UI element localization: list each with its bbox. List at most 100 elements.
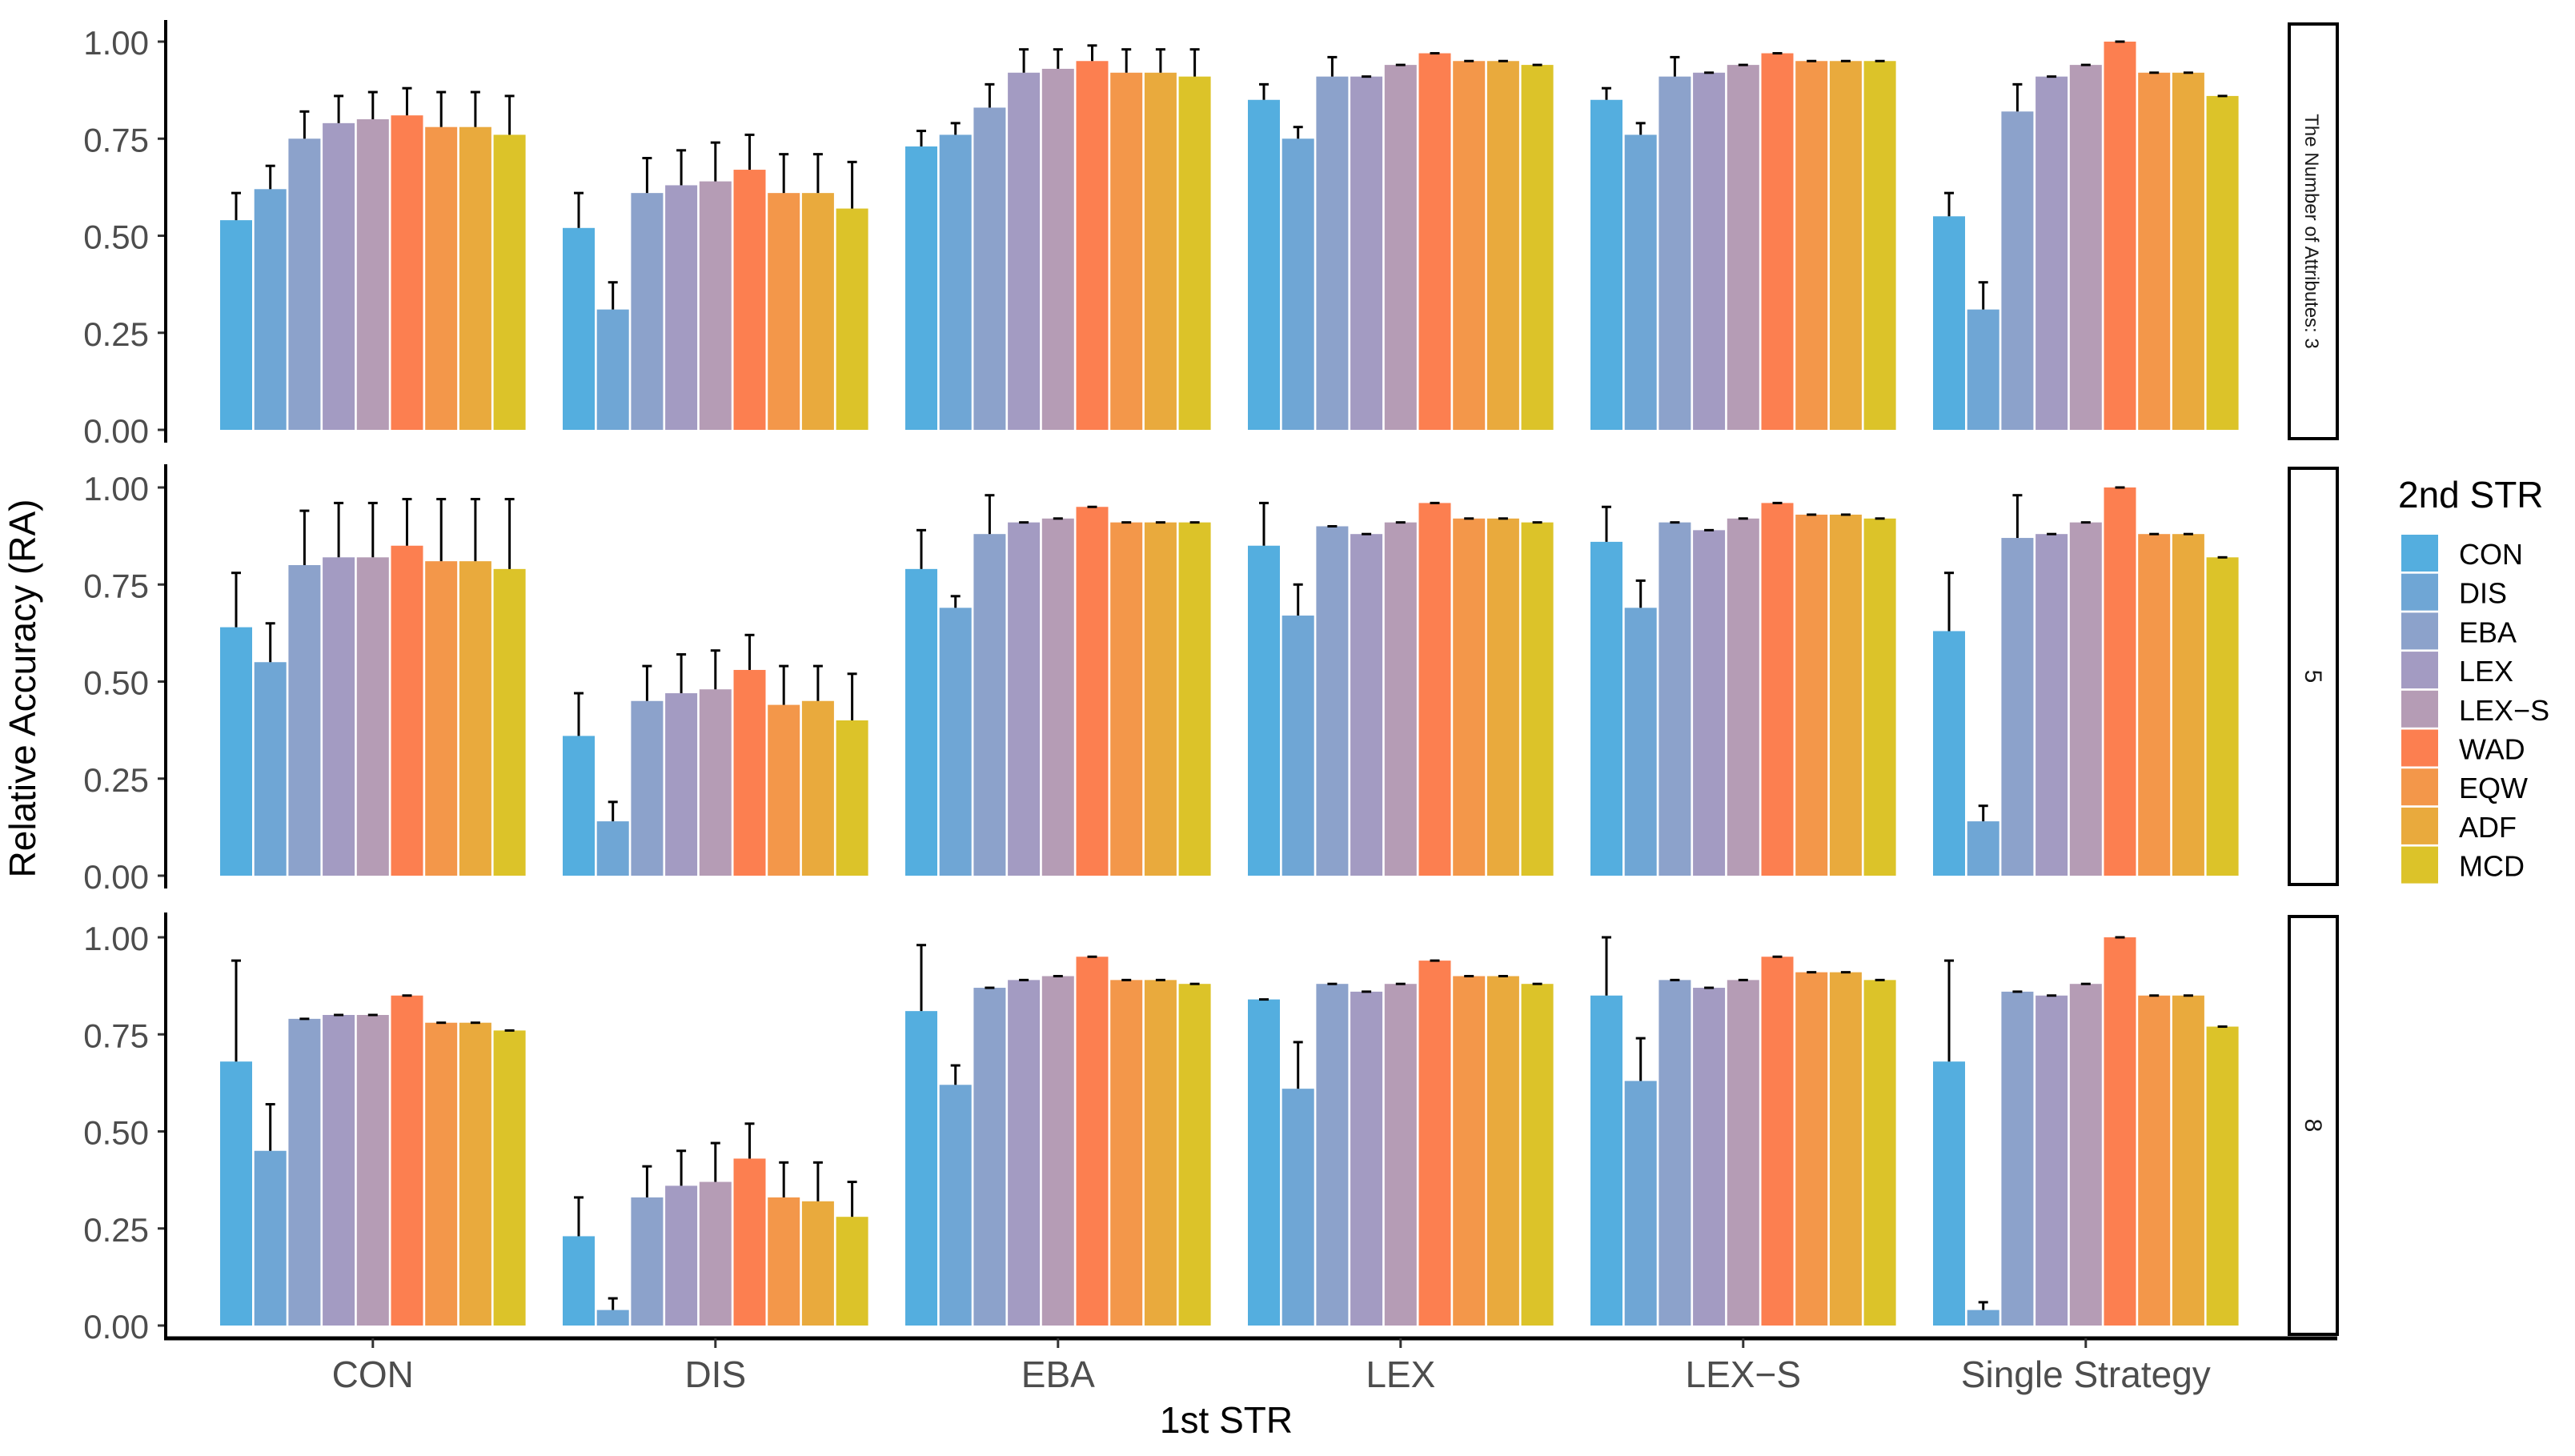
bar bbox=[1863, 980, 1896, 1326]
bar bbox=[733, 669, 766, 876]
bar bbox=[836, 208, 868, 430]
y-tick-label: 1.00 bbox=[83, 920, 149, 957]
bar bbox=[939, 1085, 972, 1326]
bar bbox=[1248, 545, 1280, 876]
bar bbox=[1933, 631, 1965, 876]
bar bbox=[1316, 76, 1349, 431]
bar bbox=[1418, 53, 1451, 431]
bar bbox=[1144, 522, 1177, 876]
bar bbox=[288, 1018, 321, 1326]
bar bbox=[1624, 608, 1657, 876]
bar bbox=[1281, 1089, 1314, 1326]
bar bbox=[836, 720, 868, 876]
y-tick-label: 0.75 bbox=[83, 1017, 149, 1054]
legend-title: 2nd STR bbox=[2398, 474, 2544, 515]
bar bbox=[1178, 76, 1211, 431]
bar bbox=[1453, 518, 1486, 876]
bar bbox=[323, 1015, 355, 1326]
bar bbox=[1248, 999, 1280, 1326]
bar bbox=[493, 1030, 526, 1326]
bar bbox=[1110, 980, 1143, 1326]
legend-label: EQW bbox=[2459, 772, 2528, 804]
bar bbox=[356, 119, 389, 430]
bar bbox=[1659, 980, 1691, 1326]
bar bbox=[1350, 76, 1383, 431]
bar bbox=[1384, 65, 1417, 430]
bar bbox=[905, 1011, 937, 1326]
bar bbox=[1350, 534, 1383, 876]
bar bbox=[2001, 538, 2034, 876]
bar bbox=[220, 1061, 252, 1326]
bar bbox=[2069, 522, 2102, 876]
bar bbox=[1521, 522, 1554, 876]
bar bbox=[1829, 972, 1862, 1326]
bar bbox=[2138, 995, 2171, 1326]
y-tick-label: 0.75 bbox=[83, 567, 149, 604]
y-tick-label: 0.50 bbox=[83, 1114, 149, 1152]
bar bbox=[665, 1185, 698, 1326]
bar bbox=[1829, 61, 1862, 430]
bar bbox=[1281, 616, 1314, 876]
bar bbox=[801, 193, 834, 430]
bar bbox=[356, 1015, 389, 1326]
legend-label: LEX−S bbox=[2459, 694, 2549, 727]
bar bbox=[425, 1022, 458, 1326]
bar bbox=[1008, 522, 1041, 876]
bar bbox=[1590, 99, 1622, 430]
bar bbox=[323, 557, 355, 876]
bar bbox=[631, 193, 664, 430]
legend-key bbox=[2401, 573, 2438, 611]
bar bbox=[563, 227, 595, 430]
bar bbox=[1076, 61, 1109, 430]
bar bbox=[905, 568, 937, 876]
bar bbox=[323, 122, 355, 430]
facet-strip bbox=[2288, 915, 2339, 1336]
bar bbox=[254, 1150, 287, 1326]
bar bbox=[459, 1022, 491, 1326]
bar bbox=[1486, 518, 1519, 876]
bar bbox=[733, 170, 766, 431]
bar bbox=[1624, 1081, 1657, 1326]
bar bbox=[459, 561, 491, 876]
bar bbox=[2104, 937, 2136, 1326]
bar bbox=[1076, 957, 1109, 1326]
legend-label: LEX bbox=[2459, 655, 2513, 688]
bar bbox=[905, 146, 937, 430]
bar bbox=[1624, 134, 1657, 430]
bar bbox=[1144, 980, 1177, 1326]
bar bbox=[596, 821, 629, 876]
bar bbox=[631, 700, 664, 876]
x-tick-label: CON bbox=[332, 1354, 414, 1395]
bar bbox=[2172, 72, 2204, 431]
bar bbox=[1350, 991, 1383, 1326]
bar bbox=[1967, 821, 1999, 876]
x-tick-label: LEX bbox=[1366, 1354, 1435, 1395]
bar bbox=[1693, 988, 1726, 1326]
bar bbox=[1076, 507, 1109, 876]
bar bbox=[1453, 976, 1486, 1326]
bar bbox=[2001, 991, 2034, 1326]
bar bbox=[699, 181, 732, 430]
bar bbox=[2036, 995, 2068, 1326]
facet-strip bbox=[2288, 22, 2339, 440]
bar bbox=[1761, 53, 1794, 431]
bar bbox=[1316, 984, 1349, 1326]
bar bbox=[1178, 984, 1211, 1326]
bar bbox=[1316, 526, 1349, 876]
bar bbox=[801, 700, 834, 876]
x-tick-label: DIS bbox=[684, 1354, 746, 1395]
legend-key bbox=[2401, 729, 2438, 767]
bar bbox=[1727, 518, 1759, 876]
bar bbox=[1041, 68, 1074, 430]
y-axis-title: Relative Accuracy (RA) bbox=[2, 499, 43, 878]
y-tick-label: 0.25 bbox=[83, 315, 149, 353]
legend-label: EBA bbox=[2459, 616, 2517, 648]
bar bbox=[1008, 72, 1041, 431]
legend-label: DIS bbox=[2459, 577, 2507, 610]
bar bbox=[1795, 972, 1828, 1326]
bar bbox=[1041, 518, 1074, 876]
bar bbox=[563, 736, 595, 876]
bar bbox=[1727, 980, 1759, 1326]
bar bbox=[1384, 522, 1417, 876]
bar bbox=[391, 115, 423, 430]
